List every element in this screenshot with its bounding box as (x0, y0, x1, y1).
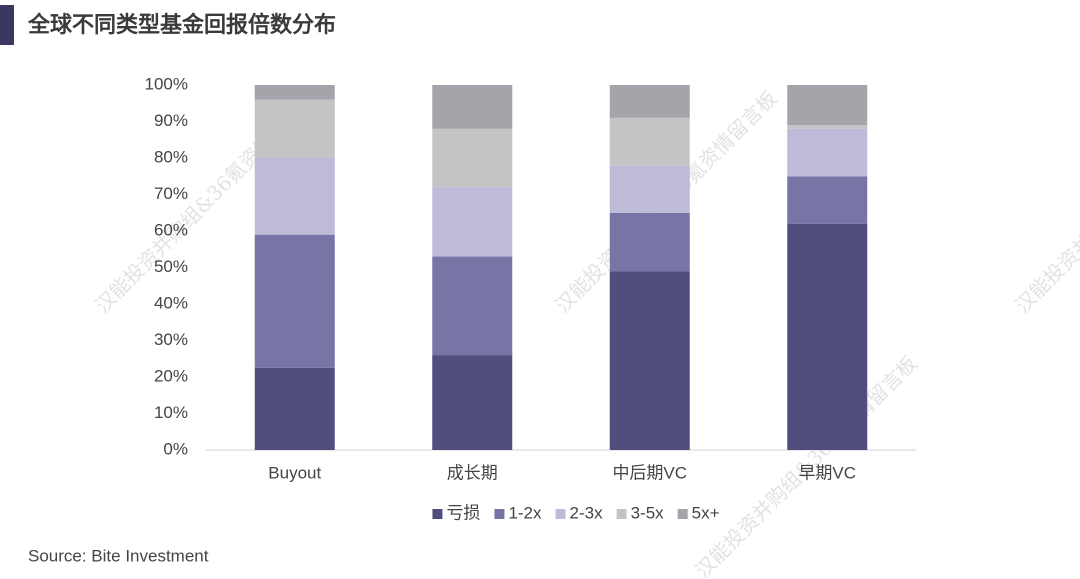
x-tick-label: 早期VC (798, 463, 856, 482)
legend-swatch (677, 509, 688, 519)
bar-segment (609, 271, 690, 450)
y-tick-label: 60% (154, 220, 188, 239)
y-tick-label: 40% (154, 293, 188, 312)
bar-segment (787, 176, 868, 224)
legend: 亏损 1-2x 2-3x 3-5x 5x+ (432, 503, 720, 522)
y-tick-label: 10% (154, 403, 188, 422)
legend-label: 1-2x (508, 503, 542, 522)
title-accent (0, 5, 14, 45)
legend-swatch (432, 509, 443, 519)
y-tick-label: 90% (154, 111, 188, 130)
legend-label: 3-5x (631, 503, 665, 522)
bar-segment (432, 85, 513, 129)
legend-swatch (616, 509, 627, 519)
y-tick-label: 100% (145, 74, 188, 93)
x-tick-label: Buyout (268, 463, 321, 482)
watermark: 汉能投资并购组&36氪资情留言板 (1010, 86, 1080, 317)
y-tick-label: 70% (154, 184, 188, 203)
legend-label: 2-3x (570, 503, 604, 522)
bar-segment (787, 128, 868, 177)
bar-segment (254, 158, 335, 235)
bar-segment (609, 85, 690, 118)
y-tick-label: 30% (154, 330, 188, 349)
y-tick-label: 0% (163, 439, 188, 458)
bar-segment (609, 117, 690, 166)
source: Source: Bite Investment (28, 546, 209, 565)
legend-swatch (555, 509, 566, 519)
bar-segment (787, 85, 868, 126)
bar-segment (254, 85, 335, 100)
y-tick-label: 50% (154, 257, 188, 276)
x-tick-label: 中后期VC (612, 463, 687, 482)
bar-segment (787, 125, 868, 129)
bar-segment (254, 99, 335, 158)
x-tick-label: 成长期 (447, 463, 498, 482)
chart-title: 全球不同类型基金回报倍数分布 (27, 12, 336, 38)
bar-segment (432, 256, 513, 356)
bar-segment (609, 212, 690, 272)
bar-segment (254, 234, 335, 368)
y-tick-label: 80% (154, 147, 188, 166)
legend-label: 5x+ (692, 503, 720, 522)
legend-label: 亏损 (446, 503, 480, 522)
legend-swatch (494, 509, 505, 519)
bar-segment (787, 223, 868, 450)
bar-segment (432, 187, 513, 257)
bar-segment (432, 355, 513, 450)
bar-segment (432, 128, 513, 188)
bar-segment (254, 367, 335, 450)
bar-segment (609, 165, 690, 213)
y-tick-label: 20% (154, 366, 188, 385)
